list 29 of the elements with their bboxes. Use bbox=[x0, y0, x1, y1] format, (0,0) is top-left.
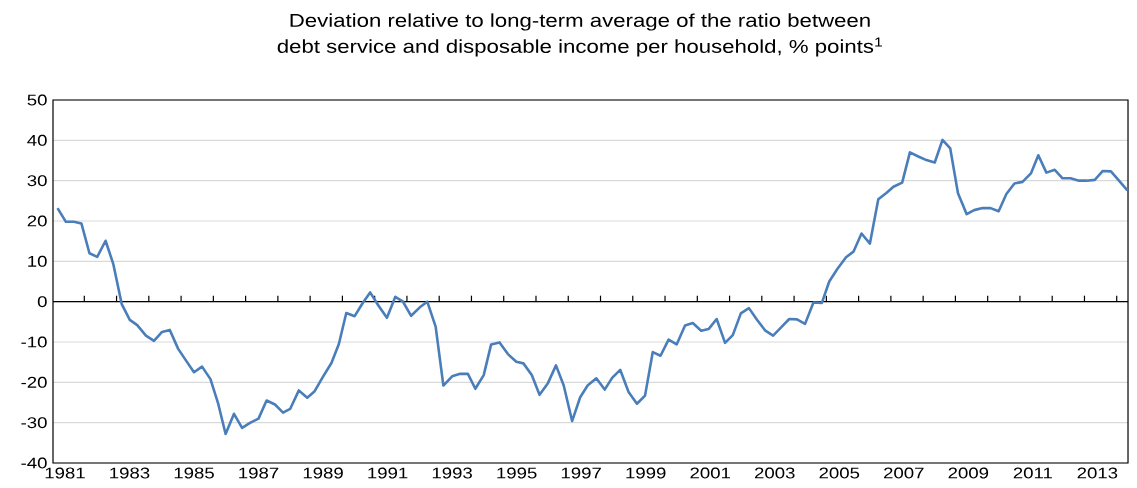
x-tick-label: 1999 bbox=[626, 467, 666, 479]
y-tick-label: -30 bbox=[21, 417, 47, 429]
x-tick-label: 1981 bbox=[45, 467, 85, 479]
x-tick-label: 2003 bbox=[754, 467, 795, 479]
y-tick-label: -40 bbox=[21, 457, 47, 469]
y-tick-label: 50 bbox=[27, 94, 47, 106]
x-tick-label: 2013 bbox=[1077, 467, 1118, 479]
y-tick-label: 0 bbox=[37, 296, 47, 308]
line-series bbox=[56, 138, 1129, 436]
x-tick-label: 1983 bbox=[110, 467, 150, 479]
x-tick-label: 2009 bbox=[948, 467, 989, 479]
y-tick-label: 40 bbox=[27, 134, 47, 146]
x-tick-label: 1991 bbox=[368, 467, 408, 479]
x-tick-label: 1993 bbox=[432, 467, 472, 479]
x-tick-label: 1997 bbox=[561, 467, 601, 479]
x-tick-label: 2007 bbox=[884, 467, 924, 479]
x-tick-label: 1987 bbox=[239, 467, 279, 479]
y-tick-label: 20 bbox=[27, 215, 47, 227]
x-tick-label: 2011 bbox=[1013, 467, 1052, 479]
y-tick-label: -20 bbox=[21, 376, 47, 388]
y-tick-label: 10 bbox=[28, 255, 47, 267]
x-tick-label: 1989 bbox=[303, 467, 343, 479]
y-tick-label: -10 bbox=[21, 336, 47, 348]
y-tick-label: 30 bbox=[27, 175, 47, 187]
x-tick-label: 2005 bbox=[819, 467, 860, 479]
x-tick-label: 1985 bbox=[174, 467, 214, 479]
x-tick-label: 1995 bbox=[497, 467, 537, 479]
chart-title: Deviation relative to long-term average of the ratio between debt service and disposable income per household, % points$^{1}$ bbox=[277, 13, 882, 57]
x-tick-label: 2001 bbox=[690, 467, 730, 479]
